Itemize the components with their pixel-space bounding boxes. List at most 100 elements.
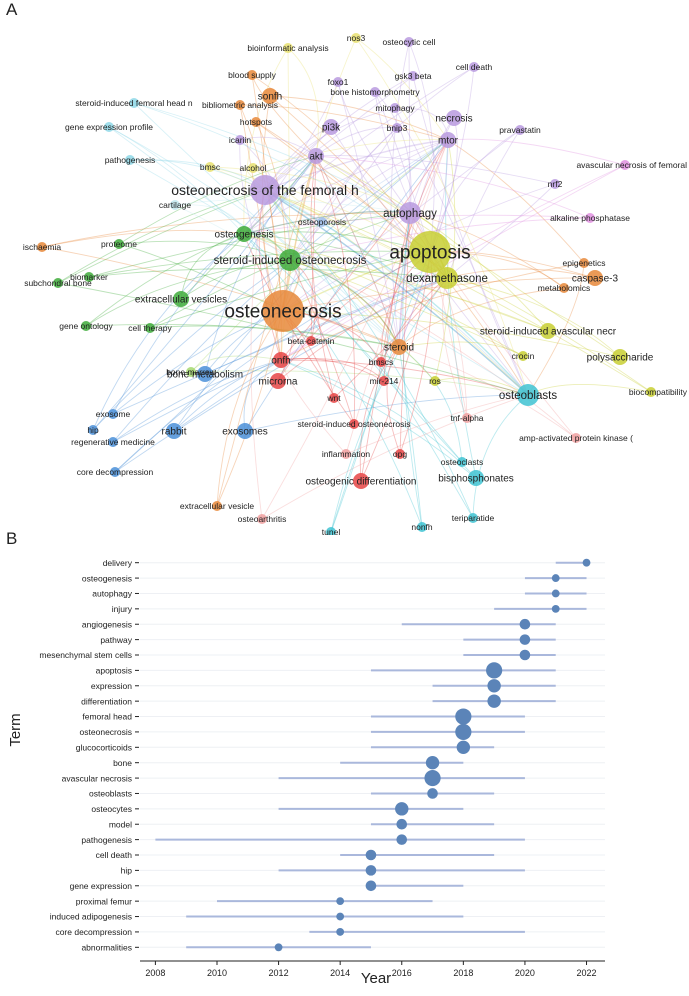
network-label-pi3k: pi3k: [322, 123, 341, 134]
network-edge: [252, 167, 529, 396]
network-edge: [472, 394, 529, 519]
network-label-pravastatin: pravastatin: [499, 125, 541, 135]
network-label-osteoarthritis: osteoarthritis: [238, 514, 287, 524]
network-edge: [174, 199, 411, 214]
y-tick-label: osteoblasts: [89, 789, 132, 799]
network-label-polysaccharide: polysaccharide: [587, 353, 654, 364]
network-edge: [108, 126, 245, 235]
y-tick-label: femoral head: [82, 712, 132, 722]
term-peak-cell-death: [365, 849, 377, 861]
network-edge: [345, 394, 529, 455]
network-edge: [446, 277, 621, 358]
network-edge: [280, 139, 449, 361]
network-node-beta-catenin: [306, 336, 316, 346]
network-edge: [310, 155, 335, 399]
network-edge: [264, 189, 436, 382]
network-edge: [282, 127, 398, 312]
trend-topics-chart-panel: B delivery osteogenesis autophagy injury ang…: [0, 529, 689, 991]
network-edge: [243, 210, 411, 235]
network-label-osteocytic-cell: osteocytic cell: [383, 37, 436, 47]
network-node-avascular-necrosis-of-femoral: [620, 160, 630, 170]
network-edge: [289, 259, 400, 348]
network-edge: [264, 189, 652, 393]
network-edge: [57, 189, 266, 284]
network-node-osteoclasts: [457, 457, 467, 467]
network-node-opg: [395, 449, 405, 459]
network-node-bioinformatic-analysis: [283, 43, 293, 53]
network-node-gene-ontology: [81, 321, 91, 331]
network-edge: [88, 268, 448, 279]
network-label-biocompatibility: biocompatibility: [629, 387, 688, 397]
network-label-cartilage: cartilage: [159, 200, 191, 210]
network-label-mitophagy: mitophagy: [375, 103, 415, 113]
y-tick-label: autophagy: [92, 589, 132, 599]
network-node-ischaemia: [37, 242, 47, 252]
network-edge: [243, 233, 524, 357]
network-edge: [269, 95, 449, 141]
network-edge: [243, 47, 289, 235]
network-edge: [264, 75, 414, 191]
network-edge: [390, 41, 410, 348]
y-tick-label: gene expression: [70, 881, 133, 891]
network-node-onfh: [273, 352, 289, 368]
network-label-onfh: onfh: [271, 356, 290, 367]
network-node-necrosis: [446, 110, 462, 126]
network-edge: [190, 139, 449, 373]
network-label-bone-metabolism: bone metabolism: [167, 370, 243, 381]
network-node-pi3k: [323, 119, 339, 135]
network-edge: [277, 277, 448, 382]
network-edge: [244, 139, 449, 432]
network-edge: [57, 189, 266, 284]
term-peak-induced-adipogenesis: [336, 912, 345, 921]
network-node-hip: [88, 425, 98, 435]
network-edge: [243, 81, 339, 235]
term-peak-model: [396, 818, 408, 830]
network-label-hip: hip: [87, 425, 99, 435]
network-edge: [289, 66, 475, 261]
network-edge: [173, 139, 449, 432]
network-edge: [41, 212, 411, 248]
trend-topics-chart: delivery osteogenesis autophagy injury angio…: [7, 558, 605, 987]
y-tick-label: avascular necrosis: [62, 773, 132, 783]
network-label-gene-ontology: gene ontology: [59, 321, 113, 331]
network-label-osteoclasts: osteoclasts: [441, 457, 484, 467]
network-edge: [289, 259, 524, 357]
term-peak-hip: [365, 865, 377, 876]
network-edge: [280, 359, 477, 479]
network-edge: [374, 91, 412, 214]
network-node-nos3: [351, 33, 361, 43]
term-peak-osteogenesis: [551, 574, 560, 582]
network-label-inflammation: inflammation: [322, 449, 370, 459]
network-edge: [92, 155, 317, 431]
network-label-osteogenesis: osteogenesis: [215, 230, 274, 241]
network-edge: [243, 233, 549, 332]
network-edge: [280, 164, 626, 361]
network-edge: [282, 310, 621, 358]
y-tick-label: core decompression: [55, 927, 132, 937]
network-edge: [133, 102, 400, 348]
network-edge: [277, 251, 431, 382]
network-edge: [408, 41, 435, 253]
network-edge: [173, 359, 282, 432]
network-edge: [112, 155, 317, 415]
term-peak-osteocytes: [395, 802, 409, 816]
y-tick-label: abnormalities: [81, 943, 132, 953]
network-edge: [190, 355, 282, 373]
network-node-osteogenic-differentiation: [353, 473, 369, 489]
network-edge: [434, 139, 456, 382]
network-edge: [180, 155, 317, 300]
network-label-hotspots: hotspots: [240, 117, 272, 127]
network-node-sonfh: [262, 88, 278, 104]
network-labels: apoptosis osteonecrosis osteonecrosis of t…: [23, 33, 688, 537]
network-node-mir-214: [379, 376, 389, 386]
network-edge: [442, 277, 468, 419]
network-node-autophagy: [399, 202, 421, 224]
panel-a-letter: A: [6, 0, 18, 19]
network-label-sonfh: sonfh: [258, 92, 282, 103]
network-edge: [264, 75, 414, 191]
network-edge: [359, 346, 400, 482]
network-edge: [112, 359, 282, 443]
network-node-microrna: [270, 373, 286, 389]
network-edge: [118, 240, 291, 261]
network-edge: [280, 359, 347, 455]
